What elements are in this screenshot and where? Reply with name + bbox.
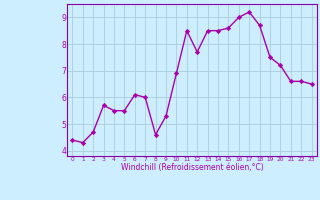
X-axis label: Windchill (Refroidissement éolien,°C): Windchill (Refroidissement éolien,°C) bbox=[121, 163, 263, 172]
